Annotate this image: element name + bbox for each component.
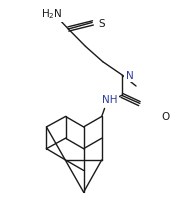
Text: O: O: [162, 112, 170, 122]
Text: H$_2$N: H$_2$N: [41, 7, 63, 21]
Text: NH: NH: [102, 95, 117, 105]
Text: N: N: [126, 71, 133, 81]
Text: S: S: [98, 19, 104, 28]
